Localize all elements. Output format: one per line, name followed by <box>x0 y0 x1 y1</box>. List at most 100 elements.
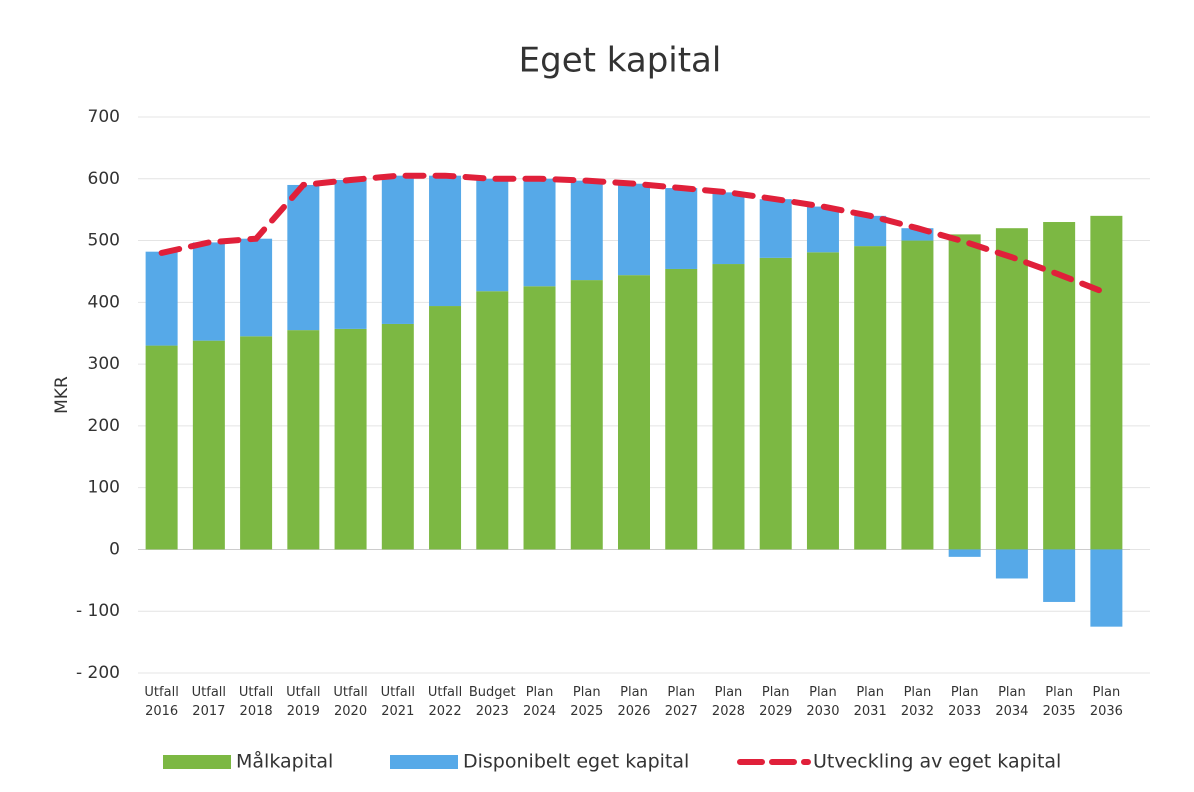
x-tick-label-line: Utfall <box>144 685 178 700</box>
bar <box>995 549 1028 579</box>
y-tick-label: 300 <box>88 354 120 374</box>
x-tick-label-line: Plan <box>573 685 601 700</box>
x-tick-label-line: Plan <box>856 685 884 700</box>
x-tick-label-line: Utfall <box>333 685 367 700</box>
x-tick-label-line: 2027 <box>665 704 698 719</box>
x-tick-label: Utfall 2019 <box>286 685 320 719</box>
bar <box>806 206 839 253</box>
bar <box>618 183 650 276</box>
x-tick-label: Plan 2033 <box>948 685 981 719</box>
bar <box>1043 222 1076 550</box>
x-tick-label: Utfall 2020 <box>333 685 367 719</box>
x-tick-label-line: Plan <box>1045 685 1073 700</box>
bar <box>381 175 414 324</box>
x-tick-label-line: Utfall <box>239 685 273 700</box>
x-tick-label: Utfall 2018 <box>239 685 273 719</box>
bar <box>192 340 225 550</box>
x-tick-label-line: 2023 <box>476 704 509 719</box>
x-tick-label-line: Plan <box>1093 685 1121 700</box>
bar <box>1090 215 1123 550</box>
bar <box>665 188 698 269</box>
x-tick-label-line: 2025 <box>570 704 603 719</box>
x-tick-label-line: 2020 <box>334 704 367 719</box>
bar <box>287 184 320 331</box>
x-tick-label-line: Budget <box>469 685 516 700</box>
x-tick-label: Plan 2030 <box>806 685 839 719</box>
line <box>158 172 1110 297</box>
x-tick-label: Plan 2036 <box>1090 685 1123 719</box>
x-tick-label-line: 2034 <box>995 704 1028 719</box>
chart-title: Eget kapital <box>519 41 722 81</box>
x-tick-label-line: 2029 <box>759 704 792 719</box>
x-tick-label-line: Plan <box>762 685 790 700</box>
y-tick-label: 0 <box>109 539 120 559</box>
y-tick-label: 100 <box>88 478 120 498</box>
x-tick-label: Plan 2028 <box>712 685 745 719</box>
y-tick-label: 500 <box>88 231 120 251</box>
x-tick-label: Budget 2023 <box>469 685 516 719</box>
x-tick-label-line: 2035 <box>1043 704 1076 719</box>
x-tick-label-line: 2026 <box>617 704 650 719</box>
x-tick-label: Plan 2034 <box>995 685 1028 719</box>
x-tick-label: Plan 2027 <box>665 685 698 719</box>
bar <box>759 257 792 550</box>
bar <box>712 264 745 550</box>
x-tick-label: Plan 2029 <box>759 685 792 719</box>
x-tick-label-line: 2016 <box>145 704 178 719</box>
x-tick-label: Plan 2032 <box>901 685 934 719</box>
x-tick-label: Utfall 2016 <box>144 685 178 719</box>
x-tick-label-line: Plan <box>998 685 1026 700</box>
x-tick-label-line: Plan <box>809 685 837 700</box>
x-tick-label-line: 2033 <box>948 704 981 719</box>
bar <box>381 323 414 550</box>
legend-swatch <box>390 755 458 769</box>
bar <box>759 199 792 258</box>
bar <box>145 251 178 346</box>
bar <box>287 330 320 550</box>
x-tick-label-line: 2019 <box>287 704 320 719</box>
x-tick-label: Plan 2035 <box>1043 685 1076 719</box>
x-tick-label-line: 2021 <box>381 704 414 719</box>
bar <box>240 238 273 337</box>
x-tick-label-line: 2017 <box>192 704 225 719</box>
x-tick-label-line: Utfall <box>381 685 415 700</box>
x-tick-label-line: 2024 <box>523 704 556 719</box>
bar <box>476 178 509 292</box>
x-tick-label-line: Plan <box>667 685 695 700</box>
x-tick-label-line: Plan <box>526 685 554 700</box>
x-tick-label-line: 2032 <box>901 704 934 719</box>
x-tick-label-line: 2030 <box>806 704 839 719</box>
bar <box>429 306 462 550</box>
bar <box>948 549 981 557</box>
y-tick-label: 200 <box>88 416 120 436</box>
x-tick-label-line: 2018 <box>240 704 273 719</box>
x-tick-label-line: Plan <box>951 685 979 700</box>
y-axis-label: MKR <box>52 376 72 414</box>
bar <box>570 180 603 281</box>
x-tick-label: Utfall 2022 <box>428 685 462 719</box>
x-tick-label-line: Plan <box>620 685 648 700</box>
bar <box>523 178 556 287</box>
bar <box>806 252 839 550</box>
x-tick-label-line: 2036 <box>1090 704 1123 719</box>
bar <box>240 336 273 550</box>
bar <box>334 180 367 329</box>
bar <box>618 275 650 550</box>
x-tick-label: Plan 2026 <box>617 685 650 719</box>
bar <box>1090 549 1123 627</box>
bar <box>145 345 178 550</box>
x-tick-label-line: Plan <box>904 685 932 700</box>
y-tick-label: - 200 <box>76 663 120 683</box>
bar <box>948 234 981 550</box>
x-tick-label-line: 2031 <box>854 704 887 719</box>
x-tick-label-line: 2028 <box>712 704 745 719</box>
x-tick-label: Utfall 2021 <box>381 685 415 719</box>
legend-label: Disponibelt eget kapital <box>463 751 689 773</box>
bar <box>192 242 225 341</box>
bar <box>712 192 745 265</box>
bar <box>995 228 1028 550</box>
bar <box>854 246 887 550</box>
y-tick-label: 700 <box>88 107 120 127</box>
x-tick-label-line: Plan <box>715 685 743 700</box>
x-tick-label-line: Utfall <box>428 685 462 700</box>
